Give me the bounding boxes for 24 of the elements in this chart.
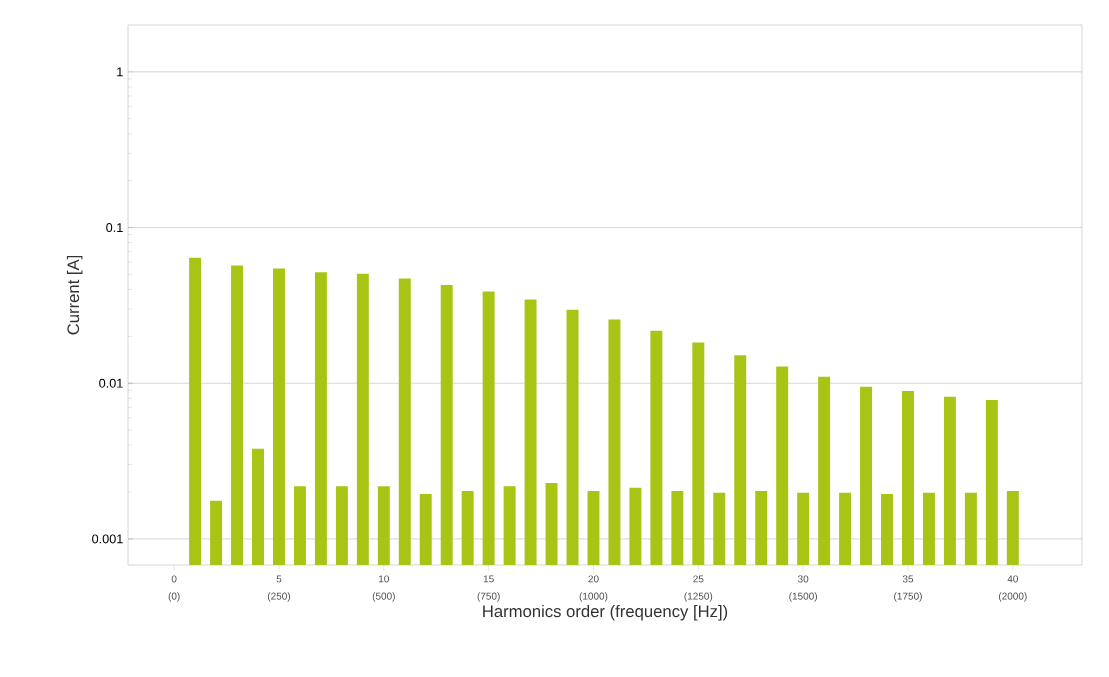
x2-tick-label: (1000) — [579, 592, 608, 602]
y-tick-label: 0.01 — [99, 378, 123, 388]
y-tick-label: 1 — [117, 67, 123, 77]
y-tick-label: 0.001 — [92, 534, 123, 544]
x-tick-label: 10 — [379, 575, 389, 583]
y-tick-label: 0.1 — [106, 223, 123, 233]
x-tick-label: 35 — [902, 575, 914, 583]
x2-tick-label: (1750) — [894, 592, 922, 602]
x-tick-label: 20 — [588, 575, 599, 583]
x-tick-label: 0 — [171, 575, 177, 583]
x2-tick-label: (2000) — [998, 592, 1027, 602]
x2-tick-label: (1250) — [684, 592, 713, 602]
x-tick-label: 25 — [693, 575, 704, 583]
x2-tick-label: (750) — [477, 592, 500, 602]
x2-tick-label: (0) — [168, 592, 180, 602]
x-tick-label: 5 — [276, 575, 282, 583]
x-tick-label: 15 — [483, 575, 494, 583]
x-axis-title: Harmonics order (frequency [Hz]) — [483, 604, 728, 621]
x-tick-label: 40 — [1007, 575, 1018, 583]
x2-tick-label: (1500) — [789, 592, 817, 602]
y-axis-title: Current [A] — [66, 255, 83, 335]
x-tick-label: 30 — [797, 575, 809, 583]
x2-tick-label: (250) — [267, 592, 291, 602]
x2-tick-label: (500) — [372, 592, 395, 602]
